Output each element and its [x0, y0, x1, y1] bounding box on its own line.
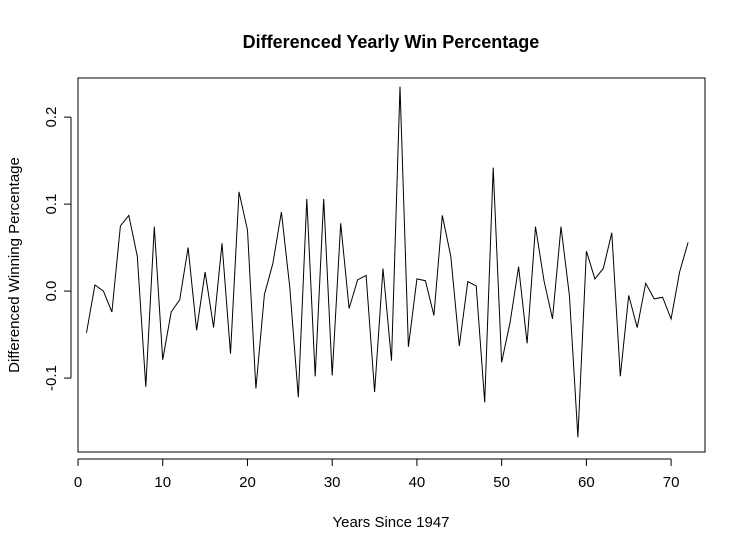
x-tick-label: 0: [74, 474, 82, 491]
y-axis: -0.1 0.0 0.1 0.2: [43, 107, 72, 391]
y-tick-label: 0.0: [43, 281, 60, 302]
x-tick-label: 50: [493, 474, 510, 491]
series-line: [86, 86, 689, 438]
x-tick-label: 60: [578, 474, 595, 491]
y-tick-label: 0.2: [43, 107, 60, 128]
y-axis-label: Differenced Winning Percentage: [6, 157, 23, 373]
x-tick-label: 10: [154, 474, 171, 491]
y-tick-label: 0.1: [43, 194, 60, 215]
x-tick-label: 40: [409, 474, 426, 491]
x-tick-label: 70: [663, 474, 680, 491]
x-axis-label: Years Since 1947: [332, 514, 449, 531]
x-tick-label: 20: [239, 474, 256, 491]
y-tick-label: -0.1: [43, 365, 60, 391]
x-tick-label: 30: [324, 474, 341, 491]
plot-frame: [77, 77, 706, 453]
x-axis: 0 10 20 30 40 50 60 70: [74, 458, 680, 491]
chart-title: Differenced Yearly Win Percentage: [243, 32, 540, 52]
